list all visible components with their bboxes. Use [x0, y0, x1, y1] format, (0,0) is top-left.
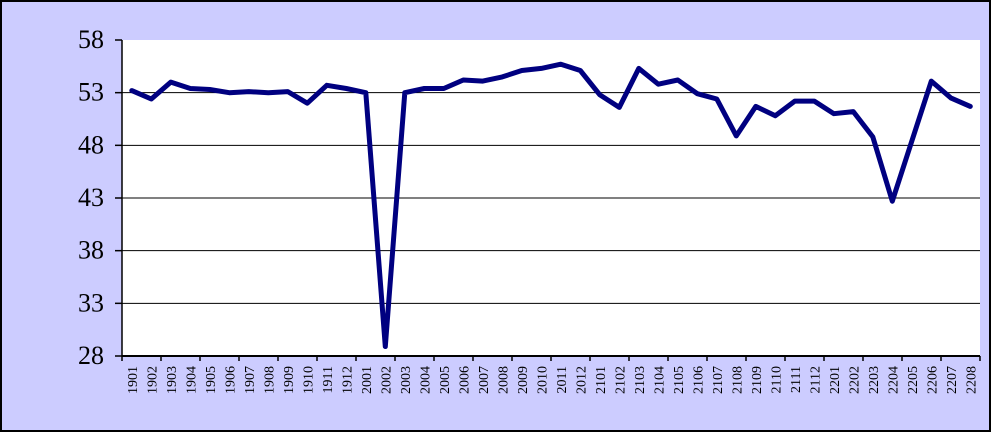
x-axis-tick-label: 1902 [145, 366, 160, 394]
x-axis-tick-label: 2008 [496, 366, 511, 394]
x-axis-tick-label: 1906 [223, 366, 238, 394]
x-axis-tick-label: 2101 [594, 366, 609, 394]
x-axis-tick-label: 2102 [613, 366, 628, 394]
x-axis-tick-label: 2202 [847, 366, 862, 394]
x-axis-tick-label: 2110 [769, 366, 784, 393]
y-axis-tick-label: 43 [78, 183, 104, 212]
y-axis-tick-label: 53 [78, 78, 104, 107]
x-axis-tick-label: 2106 [691, 366, 706, 394]
x-axis-tick-label: 2005 [438, 366, 453, 394]
x-axis-tick-label: 2010 [535, 366, 550, 394]
y-axis-tick-label: 58 [78, 25, 104, 54]
x-axis-tick-label: 2002 [379, 366, 394, 394]
x-axis-tick-label: 2204 [886, 366, 901, 394]
x-axis-tick-label: 2205 [906, 366, 921, 394]
x-axis-tick-label: 2006 [457, 366, 472, 394]
pmi-series-line [129, 61, 973, 349]
x-axis-tick-label: 2012 [574, 366, 589, 394]
x-axis-tick-label: 2208 [964, 366, 979, 394]
x-axis-tick-label: 2003 [399, 366, 414, 394]
x-axis-tick-label: 2206 [925, 366, 940, 394]
x-axis-tick-label: 1909 [282, 366, 297, 394]
x-axis-tick-label: 2107 [711, 366, 726, 394]
x-axis-tick-label: 1910 [301, 366, 316, 394]
y-axis-tick-label: 48 [78, 130, 104, 159]
x-axis-tick-label: 1905 [204, 366, 219, 394]
x-axis-tick-label: 2001 [360, 366, 375, 394]
x-axis-tick-label: 1901 [126, 366, 141, 394]
x-axis-tick-label: 2203 [867, 366, 882, 394]
y-axis-tick-label: 28 [78, 341, 104, 370]
x-axis-tick-label: 1912 [340, 366, 355, 394]
x-axis-tick-label: 2109 [750, 366, 765, 394]
x-axis-tick-label: 2007 [477, 366, 492, 394]
x-axis-tick-label: 2004 [418, 366, 433, 394]
x-axis-tick-label: 2108 [730, 366, 745, 394]
y-axis-tick-label: 33 [78, 288, 104, 317]
x-axis-tick-label: 2103 [633, 366, 648, 394]
y-axis-tick-label: 38 [78, 236, 104, 265]
x-axis-tick-label: 2009 [516, 366, 531, 394]
x-axis-tick-label: 2104 [652, 366, 667, 394]
x-axis-tick-label: 2011 [555, 366, 570, 393]
x-axis-tick-label: 1908 [262, 366, 277, 394]
x-axis-tick-label: 2207 [945, 366, 960, 394]
x-axis-tick-label: 1903 [165, 366, 180, 394]
x-axis-tick-label: 1911 [321, 366, 336, 393]
x-axis-tick-label: 2201 [828, 366, 843, 394]
x-axis-tick-label: 2111 [789, 366, 804, 393]
x-axis-tick-label: 2105 [672, 366, 687, 394]
x-axis-tick-label: 2112 [808, 366, 823, 393]
x-axis-tick-label: 1904 [184, 366, 199, 394]
x-axis-tick-label: 1907 [243, 366, 258, 394]
